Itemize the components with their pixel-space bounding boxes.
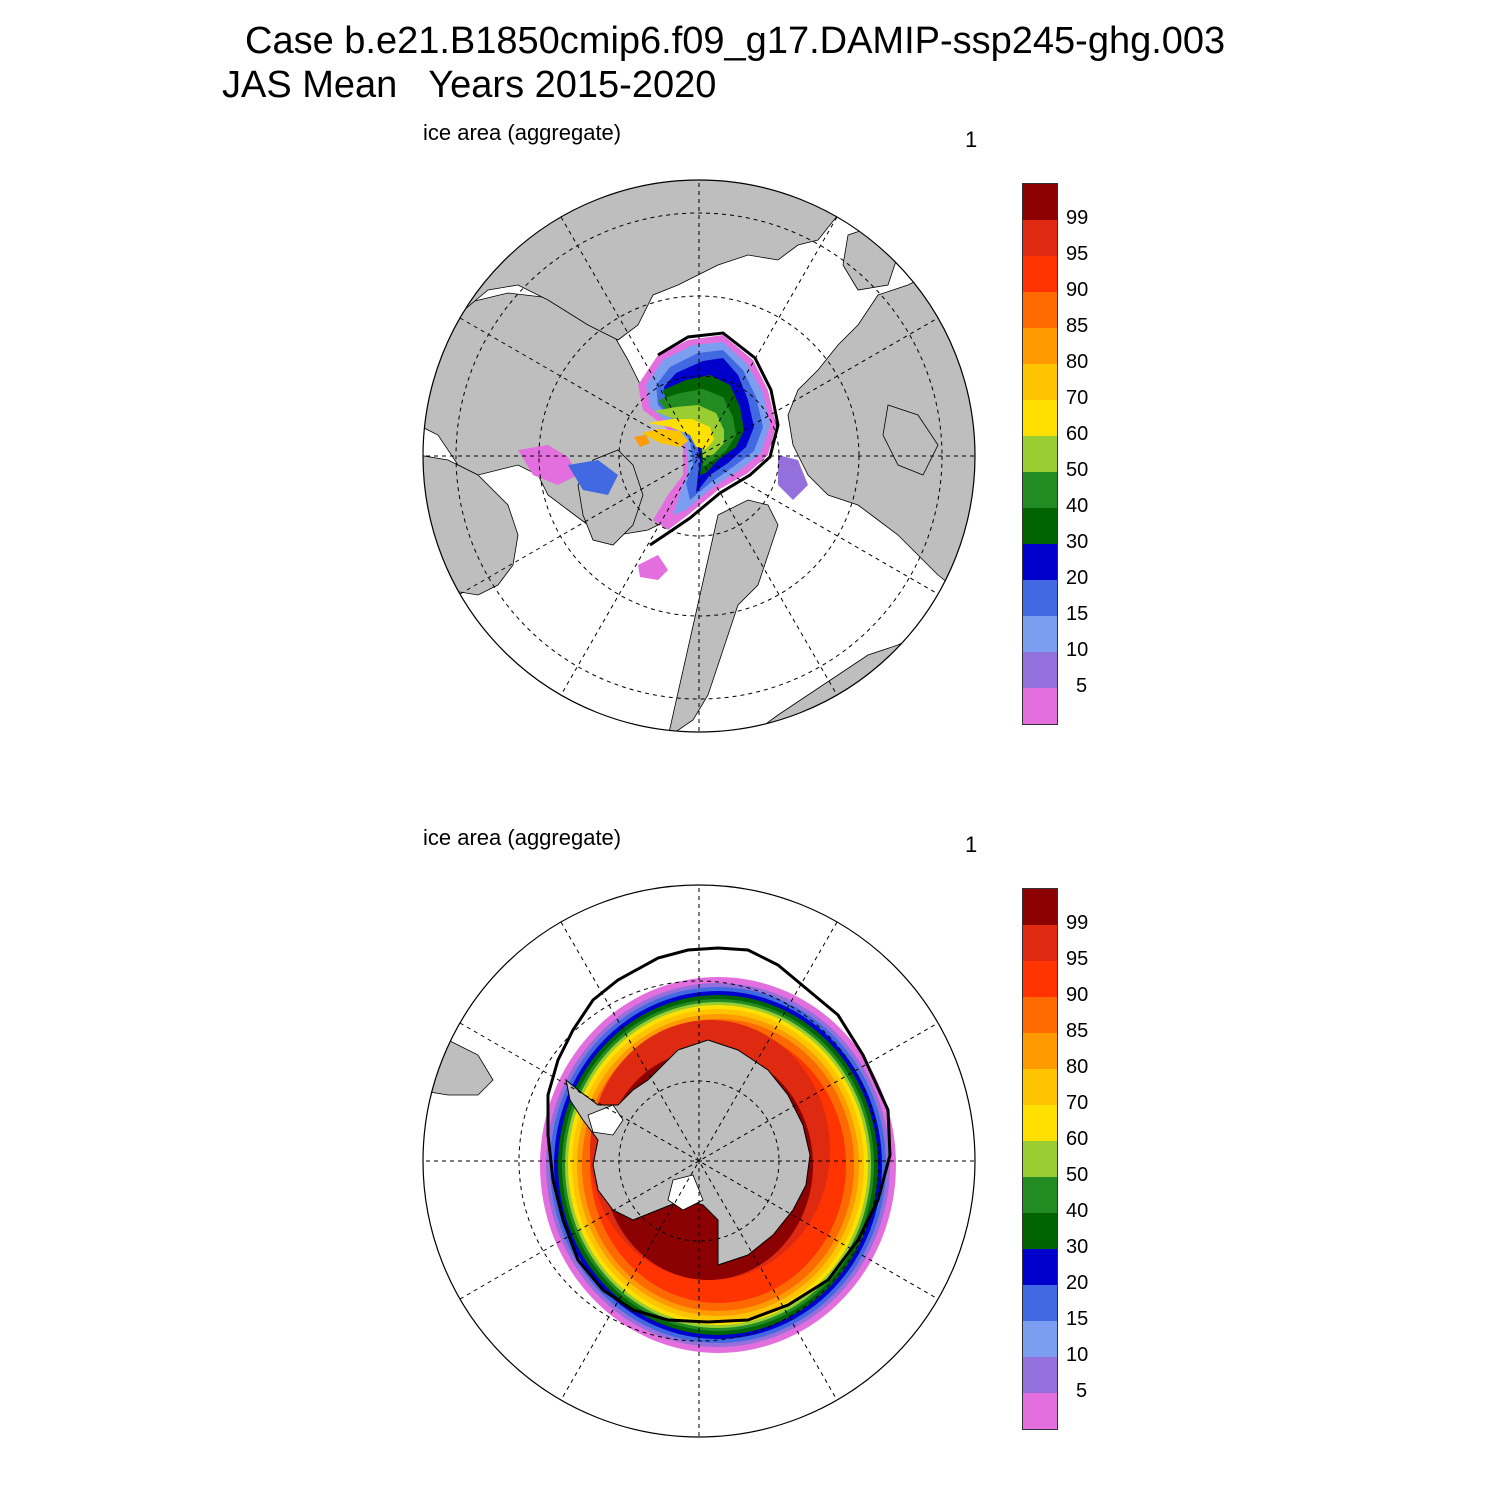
north-colorbar <box>1022 183 1058 725</box>
north-polar-map <box>422 179 976 733</box>
tick-label: 5 <box>1076 675 1088 697</box>
tick-label: 20 <box>1066 567 1089 589</box>
level-swatch <box>1023 1069 1057 1105</box>
level-swatch <box>1023 652 1057 688</box>
level-swatch <box>1023 220 1057 256</box>
level-swatch <box>1023 1321 1057 1357</box>
antarctica-land <box>565 1039 811 1266</box>
tick-label: 99 <box>1066 912 1089 934</box>
level-swatch <box>1023 292 1057 328</box>
tick-label: 50 <box>1066 1164 1089 1186</box>
level-swatch <box>1023 1177 1057 1213</box>
level-swatch <box>1023 961 1057 997</box>
period-title: JAS Mean Years 2015-2020 <box>222 64 717 106</box>
tick-label: 60 <box>1066 423 1089 445</box>
level-swatch <box>1023 256 1057 292</box>
level-swatch <box>1023 1249 1057 1285</box>
level-swatch <box>1023 400 1057 436</box>
level-swatch <box>1023 616 1057 652</box>
north-sea-ice <box>518 335 808 580</box>
level-swatch <box>1023 1357 1057 1393</box>
level-swatch <box>1023 1105 1057 1141</box>
level-swatch <box>1023 328 1057 364</box>
level-swatch <box>1023 1213 1057 1249</box>
tick-label: 95 <box>1066 948 1089 970</box>
north-panel-index: 1 <box>965 127 978 152</box>
level-swatch <box>1023 544 1057 580</box>
tick-label: 80 <box>1066 351 1089 373</box>
level-swatch <box>1023 889 1057 925</box>
level-swatch <box>1023 1285 1057 1321</box>
north-map-border <box>422 179 976 733</box>
tick-label: 5 <box>1076 1380 1088 1402</box>
tick-label: 50 <box>1066 459 1089 481</box>
north-ice-edge <box>649 331 780 547</box>
tick-label: 99 <box>1066 207 1089 229</box>
tick-label: 20 <box>1066 1272 1089 1294</box>
level-swatch <box>1023 184 1057 220</box>
tick-label: 70 <box>1066 387 1089 409</box>
tick-label: 15 <box>1066 603 1089 625</box>
level-swatch <box>1023 1393 1057 1429</box>
level-swatch <box>1023 1033 1057 1069</box>
south-ice-edge <box>546 946 892 1324</box>
south-colorbar <box>1022 888 1058 1430</box>
tick-label: 95 <box>1066 243 1089 265</box>
tick-label: 80 <box>1066 1056 1089 1078</box>
tick-label: 90 <box>1066 279 1089 301</box>
level-swatch <box>1023 580 1057 616</box>
tick-label: 10 <box>1066 1344 1089 1366</box>
tick-label: 30 <box>1066 1236 1089 1258</box>
tick-label: 10 <box>1066 639 1089 661</box>
level-swatch <box>1023 688 1057 724</box>
south-map-border <box>422 884 976 1438</box>
tick-label: 85 <box>1066 315 1089 337</box>
level-swatch <box>1023 436 1057 472</box>
case-title: Case b.e21.B1850cmip6.f09_g17.DAMIP-ssp2… <box>245 20 1226 62</box>
tick-label: 30 <box>1066 531 1089 553</box>
north-panel-label: ice area (aggregate) <box>423 120 622 145</box>
tick-label: 15 <box>1066 1308 1089 1330</box>
level-swatch <box>1023 472 1057 508</box>
tick-label: 85 <box>1066 1020 1089 1042</box>
level-swatch <box>1023 997 1057 1033</box>
north-gridlines <box>423 180 975 732</box>
south-panel-label: ice area (aggregate) <box>423 825 622 850</box>
level-swatch <box>1023 364 1057 400</box>
south-gridlines <box>423 885 975 1437</box>
level-swatch <box>1023 925 1057 961</box>
level-swatch <box>1023 1141 1057 1177</box>
tick-label: 40 <box>1066 495 1089 517</box>
level-swatch <box>1023 508 1057 544</box>
tick-label: 60 <box>1066 1128 1089 1150</box>
tick-label: 90 <box>1066 984 1089 1006</box>
south-polar-map <box>422 884 976 1438</box>
tick-label: 40 <box>1066 1200 1089 1222</box>
tick-label: 70 <box>1066 1092 1089 1114</box>
south-panel-index: 1 <box>965 832 978 857</box>
ice-shelf <box>667 1174 704 1211</box>
